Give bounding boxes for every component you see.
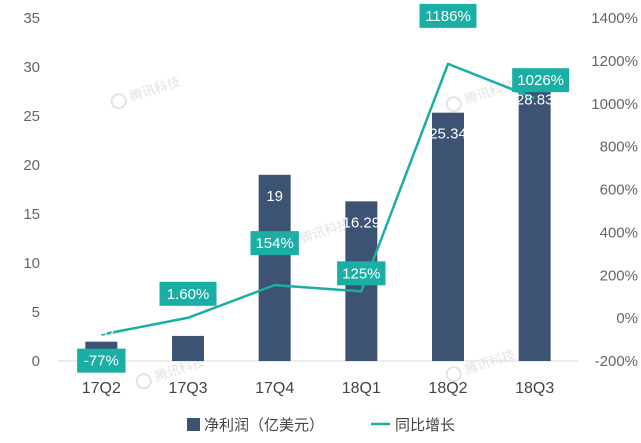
right-tick-label: 400% [600,224,638,241]
right-tick-label: 1400% [591,10,638,27]
line-data-labels: -77% 1.60% 154% 125% 1186% 1026% [77,3,570,373]
yoy-growth-line [101,62,536,336]
watermark-logo [445,96,462,113]
watermark-logo [110,93,127,110]
right-axis: -200% 0% 200% 400% 600% 800% 1000% 1200% 1400% [591,10,638,370]
bar-value-label: 25.34 [429,126,467,143]
growth-label-box [419,3,477,28]
watermark-0: 腾讯科技 [110,74,182,110]
left-tick-label: 5 [32,304,40,321]
left-tick-label: 35 [23,10,40,27]
bar-18Q3 [518,78,551,361]
growth-label-box [250,231,299,256]
category-label: 17Q4 [255,380,294,397]
right-tick-label: 1200% [591,53,638,70]
growth-label-text: 1026% [517,72,564,89]
growth-label-text: 1186% [425,8,471,25]
right-tick-label: 1000% [591,96,638,113]
watermark-1: 腾讯科技 [445,77,517,113]
watermark-logo [135,373,152,390]
growth-label-text: 154% [255,235,293,252]
category-label: 18Q3 [515,380,554,397]
legend-label-bar: 净利润（亿美元） [204,416,324,434]
left-tick-label: 20 [23,157,40,174]
growth-label-17Q2: -77% [77,348,126,373]
left-tick-label: 25 [23,108,40,125]
right-tick-label: 200% [600,267,638,284]
category-label: 17Q3 [168,380,207,397]
right-tick-label: 800% [600,139,638,156]
left-tick-label: 15 [23,206,40,223]
growth-label-text: 125% [342,265,380,282]
left-axis: 0 5 10 15 20 25 30 35 [23,10,40,370]
growth-label-18Q3: 1026% [512,68,570,93]
legend-item-bar: 净利润（亿美元） [187,416,324,434]
growth-label-text: 1.60% [167,286,210,303]
bar-17Q4 [258,174,291,361]
right-tick-label: 0% [616,310,638,327]
category-label: 18Q1 [342,380,381,397]
legend-label-line: 同比增长 [395,416,455,434]
watermark-logo [445,366,462,383]
line-series [101,62,536,336]
growth-label-17Q3: 1.60% [159,281,217,306]
growth-label-box [512,68,570,93]
growth-label-box [337,261,386,286]
left-tick-label: 10 [23,255,40,272]
watermark-text: 腾讯科技 [128,74,182,105]
right-tick-label: 600% [600,182,638,199]
bar-value-label: 2.56 [173,319,202,336]
watermark-text: 腾讯科技 [463,347,517,378]
growth-label-box [159,281,217,306]
category-label: 17Q2 [82,380,121,397]
bar-value-label: 16.29 [343,214,381,231]
bar-series [85,78,551,361]
category-axis: 17Q2 17Q3 17Q4 18Q1 18Q2 18Q3 [82,380,555,397]
bar-value-label: 28.83 [516,91,554,108]
bar-value-label: 1.97 [87,325,116,342]
left-tick-label: 0 [32,353,40,370]
left-tick-label: 30 [23,59,40,76]
growth-label-18Q1: 125% [337,261,386,286]
growth-label-17Q4: 154% [250,231,299,256]
bar-data-labels: 1.97 2.56 19 16.29 25.34 28.83 [87,91,554,341]
bar-value-label: 19 [266,188,283,205]
legend-swatch-bar [187,418,200,431]
growth-label-18Q2: 1186% [419,3,477,28]
legend-item-line: 同比增长 [371,416,455,434]
growth-label-text: -77% [84,353,119,370]
bar-17Q3 [172,335,204,361]
right-tick-label: -200% [595,353,638,370]
legend: 净利润（亿美元） 同比增长 [187,416,455,434]
growth-label-box [77,348,126,373]
category-label: 18Q2 [428,380,467,397]
bar-18Q2 [432,112,464,361]
